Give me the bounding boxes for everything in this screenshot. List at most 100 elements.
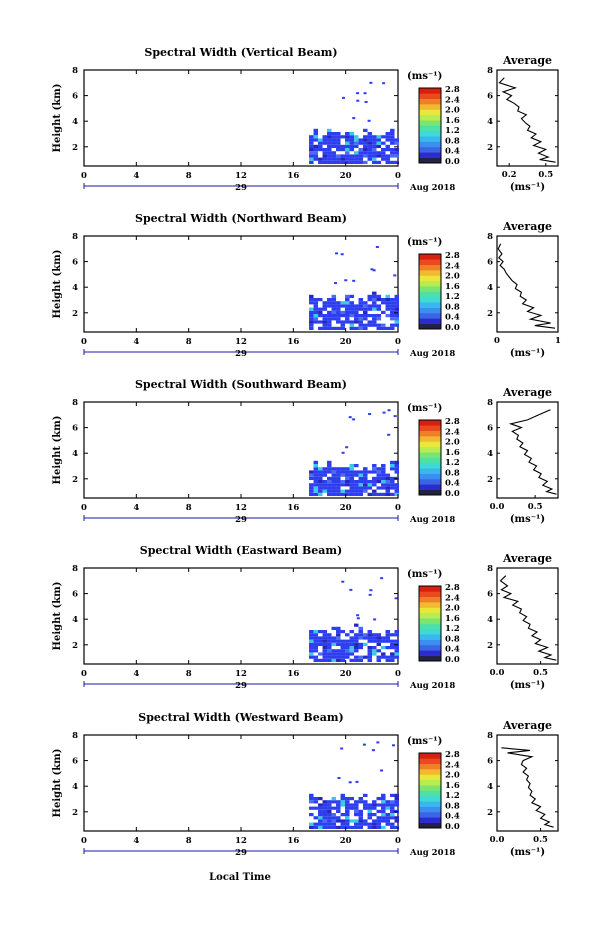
echo-cell — [367, 304, 373, 308]
echo-cell — [327, 639, 332, 643]
echo-cells — [309, 246, 400, 330]
avg-x-axis-label: (ms⁻¹) — [510, 847, 545, 858]
echo-cell — [349, 157, 355, 161]
echo-cell — [376, 160, 382, 164]
average-profile-line — [508, 409, 557, 495]
echo-cell — [367, 470, 373, 474]
echo-cell — [367, 646, 373, 650]
echo-cell — [322, 642, 328, 646]
echo-cell — [340, 800, 346, 804]
echo-cell — [354, 813, 359, 817]
average-title: Average — [502, 386, 552, 399]
echo-cell — [358, 298, 364, 302]
colorbar-band — [419, 141, 441, 148]
echo-cell — [327, 825, 332, 829]
colorbar-band — [419, 130, 441, 137]
x-tick-label: 20 — [340, 503, 352, 513]
echo-cell — [345, 320, 350, 324]
echo-cell — [381, 301, 386, 305]
echo-cell — [354, 473, 359, 477]
average-plot-frame — [496, 69, 559, 167]
echo-cell — [381, 646, 386, 650]
echo-cell — [313, 470, 319, 474]
echo-cell — [385, 483, 391, 487]
echo-cell — [358, 157, 364, 161]
echo-cell — [331, 655, 337, 659]
echo-cell — [354, 307, 359, 311]
echo-cell — [358, 307, 364, 311]
echo-cell — [349, 148, 355, 152]
echo-cell — [318, 639, 323, 643]
echo-cell — [331, 489, 337, 493]
echo-cell — [318, 486, 323, 490]
echo-cell — [358, 323, 364, 327]
echo-cell — [331, 816, 337, 820]
avg-y-tick-label: 6 — [487, 92, 493, 102]
echo-cell — [381, 793, 386, 797]
echo-cell — [390, 822, 395, 826]
avg-y-tick-label: 2 — [487, 641, 493, 651]
echo-cell — [331, 314, 337, 318]
echo-cell — [372, 639, 377, 643]
echo-cell — [336, 649, 341, 653]
echo-cell — [390, 298, 395, 302]
echo-cell — [385, 646, 391, 650]
avg-y-tick-label: 4 — [487, 782, 493, 792]
avg-y-tick-label: 8 — [487, 564, 493, 574]
x-tick-label: 0 — [395, 836, 401, 846]
echo-cell — [340, 320, 346, 324]
echo-cell — [381, 141, 386, 145]
echo-cell — [344, 279, 348, 282]
echo-cell — [322, 138, 328, 142]
echo-cell — [363, 470, 368, 474]
echo-cell — [345, 473, 350, 477]
echo-cell — [376, 809, 382, 813]
echo-cell — [327, 483, 332, 487]
avg-y-tick-label: 6 — [487, 258, 493, 268]
echo-cell — [376, 825, 382, 829]
echo-cell — [352, 279, 356, 282]
colorbar-tick-label: 2.8 — [445, 417, 460, 427]
echo-cell — [331, 307, 337, 311]
colorbar-band — [419, 785, 441, 791]
echo-cell — [313, 467, 319, 471]
echo-cell — [349, 483, 355, 487]
colorbar-band — [419, 817, 441, 823]
echo-cell — [327, 326, 332, 330]
echo-cell — [313, 636, 319, 640]
echo-cell — [313, 480, 319, 484]
echo-cell — [336, 639, 341, 643]
colorbar-band — [419, 280, 441, 287]
x-tick-label: 4 — [133, 836, 139, 846]
echo-cell — [394, 298, 400, 302]
echo-cell — [309, 797, 314, 801]
echo-cell — [376, 467, 382, 471]
echo-cell — [372, 301, 377, 305]
colorbar-frame — [418, 752, 442, 829]
echo-cell — [322, 473, 328, 477]
echo-cell — [309, 800, 314, 804]
colorbar-frame — [418, 419, 442, 496]
echo-cell — [336, 301, 341, 305]
echo-cell — [318, 822, 323, 826]
echo-cell — [336, 144, 341, 148]
echo-cell — [367, 151, 373, 155]
echo-cell — [349, 467, 355, 471]
colorbar-tick-label: 2.8 — [445, 85, 460, 95]
colorbar-tick-label: 0.0 — [445, 822, 460, 832]
echo-cell — [390, 138, 395, 142]
echo-cell — [363, 141, 368, 145]
date-label: Aug 2018 — [409, 515, 455, 525]
echo-cell — [345, 307, 350, 311]
echo-cell — [327, 138, 332, 142]
echo-cell — [394, 141, 400, 145]
colorbar-band — [419, 157, 441, 164]
echo-cell — [327, 301, 332, 305]
echo-cell — [367, 298, 373, 302]
echo-cell — [331, 138, 337, 142]
echo-cell — [382, 82, 386, 85]
echo-cell — [390, 825, 395, 829]
echo-cell — [309, 806, 314, 810]
echo-cell — [327, 486, 332, 490]
echo-cell — [394, 597, 398, 600]
